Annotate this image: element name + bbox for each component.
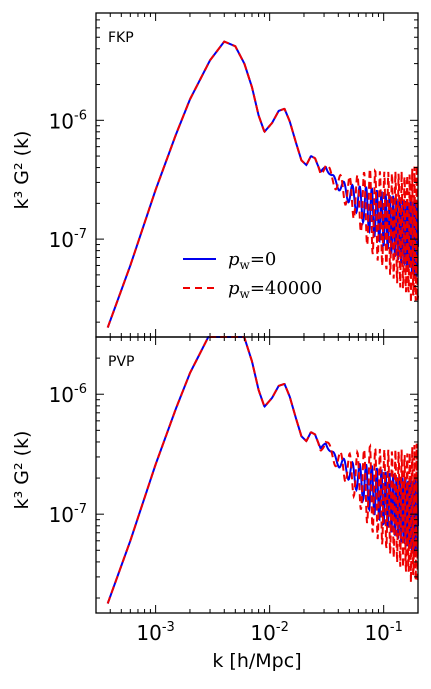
panel-pvp-label: PVP <box>108 354 134 370</box>
y-axis-label-bottom: k³ G² (k) <box>11 431 33 510</box>
x-tick-label: 10-2 <box>250 620 288 645</box>
x-axis-label: k [h/Mpc] <box>212 650 301 672</box>
y-axis-label-top: k³ G² (k) <box>11 131 33 210</box>
y-tick-label: 10-7 <box>49 502 87 527</box>
y-tick-label: 10-6 <box>49 382 87 407</box>
legend-label-dashed: pw=40000 <box>228 278 322 301</box>
panel-pvp-frame <box>95 336 419 614</box>
legend: pw=0 pw=40000 <box>183 249 322 301</box>
panel-fkp-series <box>106 40 419 328</box>
y-tick-label: 10-6 <box>49 108 87 133</box>
x-tick-label: 10-1 <box>364 620 402 645</box>
series-line-dashed-fkp <box>106 40 419 328</box>
panel-fkp-ticks: 10-6 10-7 <box>49 12 419 337</box>
panel-pvp-ticks: 10-6 10-7 <box>49 336 419 613</box>
panel-fkp: 10-6 10-7 FKP k³ G² (k) pw=0 pw=40000 <box>11 12 419 338</box>
y-tick-label: 10-7 <box>49 227 87 252</box>
series-line-dashed-pvp <box>106 336 419 604</box>
x-tick-label: 10-3 <box>136 620 174 645</box>
panel-pvp-series <box>106 336 419 604</box>
panel-fkp-label: FKP <box>108 30 134 46</box>
legend-label-solid: pw=0 <box>228 249 276 272</box>
panel-pvp: 10-6 10-7 PVP k³ G² (k) <box>11 336 419 614</box>
x-axis-tick-labels: 10-3 10-2 10-1 <box>136 620 402 645</box>
